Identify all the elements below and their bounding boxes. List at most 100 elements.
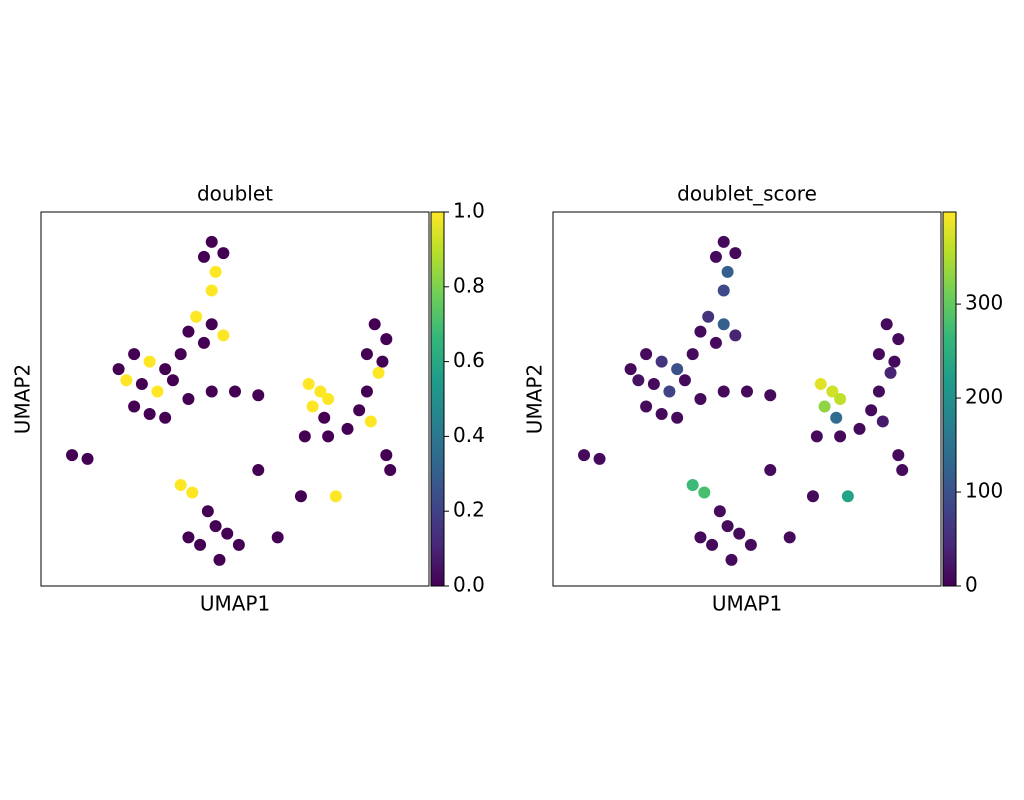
cell-point: [717, 318, 730, 331]
cell-point: [360, 385, 373, 398]
y-axis-label: UMAP2: [11, 364, 35, 434]
cell-point: [647, 378, 660, 391]
cell-point: [229, 385, 241, 398]
cell-point: [135, 378, 148, 391]
cell-point: [663, 385, 676, 398]
cell-point: [318, 411, 331, 424]
cell-point: [892, 449, 905, 462]
axes-frame: [552, 211, 942, 587]
cell-point: [197, 250, 210, 263]
cell-point: [834, 393, 847, 405]
cell-point: [368, 318, 381, 331]
cell-point: [876, 415, 889, 428]
colorbar-tick-label: 0.2: [453, 498, 485, 522]
cell-point: [384, 464, 397, 477]
cell-point: [380, 333, 393, 346]
cell-point: [197, 336, 210, 349]
colorbar: [430, 211, 445, 587]
cell-point: [306, 400, 319, 413]
cell-point: [810, 430, 823, 443]
cell-point: [205, 235, 218, 248]
cell-point: [872, 385, 885, 398]
cell-point: [298, 430, 311, 443]
cell-point: [698, 486, 711, 499]
cell-point: [853, 422, 866, 435]
cell-point: [578, 449, 591, 462]
cell-point: [686, 479, 699, 492]
cell-point: [205, 385, 218, 398]
cell-point: [892, 333, 905, 346]
cell-point: [640, 400, 653, 413]
cell-point: [294, 490, 307, 503]
cell-point: [694, 325, 707, 338]
cell-point: [729, 247, 742, 260]
x-axis-label: UMAP1: [200, 592, 270, 616]
cell-point: [640, 348, 653, 361]
cell-point: [205, 318, 218, 331]
cell-point: [702, 310, 715, 323]
colorbar-tick-label: 300: [965, 291, 1003, 315]
cell-point: [194, 538, 207, 551]
cell-point: [764, 464, 777, 477]
cell-point: [678, 374, 691, 387]
cell-point: [120, 374, 133, 387]
cell-point: [830, 411, 843, 424]
cell-point: [834, 430, 847, 443]
cell-point: [744, 538, 757, 551]
cell-point: [112, 363, 125, 376]
cell-point: [151, 385, 164, 398]
cell-point: [364, 415, 377, 428]
colorbar-tick-label: 200: [965, 385, 1003, 409]
cell-point: [764, 389, 777, 402]
cell-point: [593, 452, 606, 465]
cell-point: [896, 464, 909, 477]
cell-point: [205, 284, 218, 297]
cell-point: [186, 486, 199, 499]
cell-point: [322, 393, 335, 405]
cell-point: [814, 378, 827, 391]
cell-point: [221, 527, 234, 540]
scatter-points: [66, 235, 397, 566]
cell-point: [372, 366, 385, 379]
cell-point: [694, 393, 707, 405]
cell-point: [314, 385, 327, 398]
cell-point: [166, 374, 179, 387]
cell-point: [322, 430, 335, 443]
cell-point: [741, 385, 753, 398]
cell-point: [733, 527, 746, 540]
cell-point: [872, 348, 885, 361]
cell-point: [624, 363, 637, 376]
cell-point: [717, 385, 730, 398]
axes-frame: [40, 211, 430, 587]
cell-point: [190, 310, 203, 323]
cell-point: [302, 378, 315, 391]
cell-point: [884, 366, 897, 379]
cell-point: [209, 265, 222, 278]
chart-title: doublet: [197, 182, 273, 206]
cell-point: [232, 538, 245, 551]
colorbar-tick-label: 1.0: [453, 199, 485, 223]
cell-point: [353, 404, 366, 417]
cell-point: [841, 490, 854, 503]
cell-point: [81, 452, 94, 465]
cell-point: [713, 505, 726, 518]
colorbar-tick-label: 0.8: [453, 273, 485, 297]
cell-point: [217, 329, 230, 342]
cell-point: [729, 329, 742, 342]
cell-point: [182, 325, 195, 338]
cell-point: [159, 411, 172, 424]
cell-point: [174, 348, 187, 361]
cell-point: [159, 363, 172, 376]
cell-point: [201, 505, 214, 518]
cell-point: [717, 284, 730, 297]
cell-point: [721, 265, 734, 278]
cell-point: [717, 235, 730, 248]
cell-point: [376, 355, 389, 368]
cell-point: [271, 531, 284, 544]
cell-point: [880, 318, 893, 331]
cell-point: [818, 400, 831, 413]
cell-point: [655, 355, 668, 368]
cell-point: [632, 374, 645, 387]
cell-point: [128, 400, 141, 413]
